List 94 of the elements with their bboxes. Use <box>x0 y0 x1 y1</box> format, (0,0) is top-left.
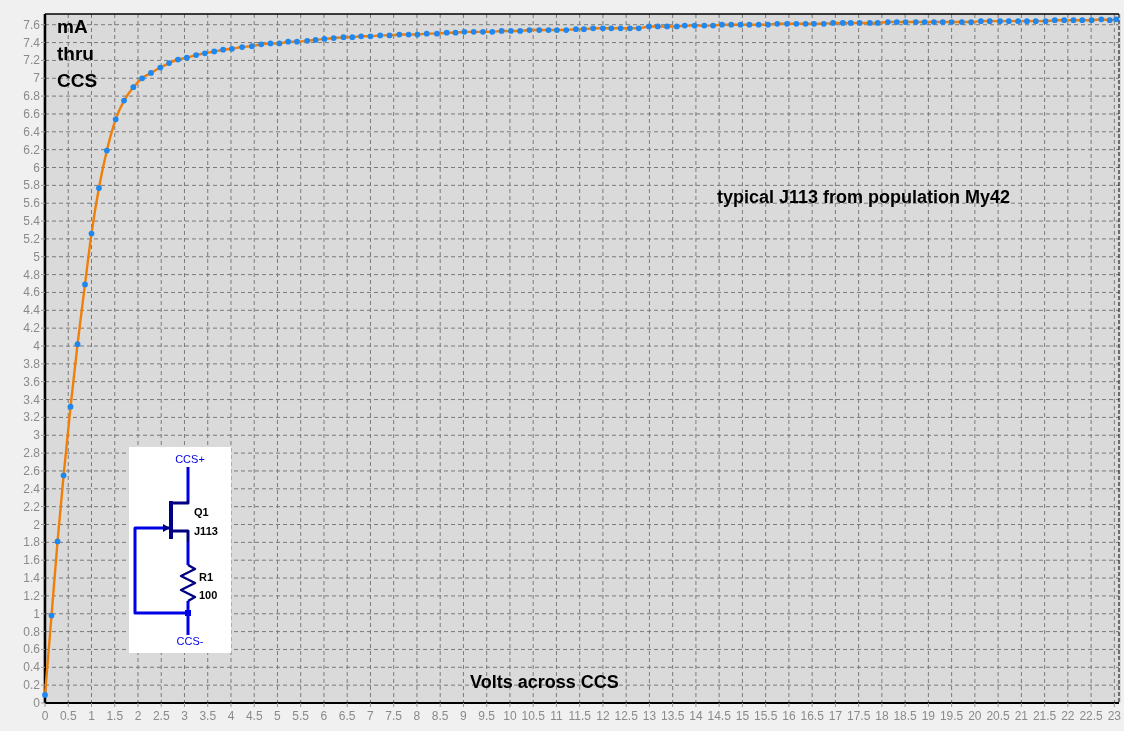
x-tick-label: 11 <box>550 709 563 723</box>
y-tick-label: 0 <box>33 696 41 710</box>
annotation: 100 <box>199 589 218 601</box>
x-tick-label: 4 <box>227 709 235 723</box>
x-tick-label: 1.5 <box>106 709 124 723</box>
y-tick-label: 5.6 <box>23 196 41 211</box>
y-tick-label: 6 <box>33 160 41 175</box>
x-tick-label: 10 <box>503 709 517 723</box>
y-tick-label: 4.6 <box>23 285 41 300</box>
y-tick-label: 2.4 <box>23 481 41 496</box>
y-axis-title: mA thru CCS <box>57 15 98 91</box>
x-tick-label: 9 <box>460 709 468 723</box>
y-tick-label: 3.8 <box>23 356 41 371</box>
y-tick-label: 4.8 <box>23 267 41 282</box>
x-tick-label: 17.5 <box>846 709 871 723</box>
y-tick-label: 0.8 <box>23 624 41 639</box>
x-tick-label: 14.5 <box>707 709 732 723</box>
x-tick-label: 3 <box>181 709 189 723</box>
x-tick-label: 4.5 <box>245 709 263 723</box>
x-tick-label: 14 <box>689 709 703 723</box>
x-tick-label: 19.5 <box>939 709 964 723</box>
y-tick-label: 1.4 <box>23 571 41 586</box>
x-tick-label: 3.5 <box>199 709 217 723</box>
x-tick-label: 16 <box>782 709 796 723</box>
x-tick-label: 19 <box>921 709 936 723</box>
y-tick-label: 4 <box>33 339 41 354</box>
y-tick-label: 1.6 <box>23 553 41 568</box>
x-tick-label: 12.5 <box>614 709 639 723</box>
x-tick-label: 13.5 <box>660 709 685 723</box>
x-tick-label: 8 <box>413 709 421 723</box>
y-tick-label: 4.2 <box>23 321 41 336</box>
y-tick-label: 6.8 <box>23 89 41 104</box>
x-tick-label: 6.5 <box>338 709 356 723</box>
x-tick-label: 8.5 <box>431 709 449 723</box>
x-tick-label: 5.5 <box>292 709 310 723</box>
y-tick-label: 7.4 <box>23 35 41 50</box>
y-tick-label: 0.6 <box>23 642 41 657</box>
x-axis-title: Volts across CCS <box>470 672 619 692</box>
y-tick-label: 1.8 <box>23 535 41 550</box>
x-tick-label: 18 <box>875 709 889 723</box>
x-tick-label: 10.5 <box>521 709 546 723</box>
x-tick-label: 20 <box>968 709 982 723</box>
x-tick-label: 22.5 <box>1079 709 1104 723</box>
y-tick-label: 2 <box>33 517 41 532</box>
x-tick-label: 7 <box>367 709 375 723</box>
y-tick-label: 6.2 <box>23 142 41 157</box>
x-tick-label: 17 <box>828 709 843 723</box>
y-tick-label: 3.6 <box>23 374 41 389</box>
y-tick-label: 3 <box>33 428 41 443</box>
x-tick-label: 21.5 <box>1032 709 1057 723</box>
x-tick-label: 20.5 <box>986 709 1011 723</box>
x-tick-label: 6 <box>320 709 328 723</box>
annotation: CCS- <box>176 635 204 647</box>
x-tick-label: 9.5 <box>478 709 496 723</box>
x-tick-label: 15 <box>735 709 750 723</box>
x-tick-label: 15.5 <box>753 709 778 723</box>
x-tick-label: 12 <box>596 709 610 723</box>
y-tick-label: 6.6 <box>23 106 41 121</box>
y-tick-label: 4.4 <box>23 303 41 318</box>
y-tick-label: 5.8 <box>23 178 41 193</box>
y-tick-label: 2.2 <box>23 499 41 514</box>
y-tick-label: 5.4 <box>23 214 41 229</box>
annotation: typical J113 from population My42 <box>717 187 1011 207</box>
y-tick-label: 0.2 <box>23 678 41 693</box>
x-tick-label: 5 <box>274 709 282 723</box>
y-tick-label: 5 <box>33 249 41 264</box>
y-tick-label: 7.6 <box>23 17 41 32</box>
x-tick-label: 11.5 <box>568 709 592 723</box>
x-tick-label: 7.5 <box>385 709 403 723</box>
y-tick-label: 0.4 <box>23 660 41 675</box>
x-tick-label: 2 <box>134 709 142 723</box>
x-tick-label: 1 <box>88 709 96 723</box>
annotation: J113 <box>194 525 218 537</box>
y-tick-label: 3.2 <box>23 410 41 425</box>
x-tick-label: 16.5 <box>800 709 825 723</box>
y-tick-label: 1 <box>33 606 41 621</box>
x-tick-label: 13 <box>642 709 657 723</box>
x-tick-label: 18.5 <box>893 709 918 723</box>
x-tick-label: 21 <box>1014 709 1029 723</box>
x-tick-label: 23 <box>1107 709 1122 723</box>
y-tick-label: 6.4 <box>23 124 41 139</box>
y-tick-label: 3.4 <box>23 392 41 407</box>
y-tick-label: 1.2 <box>23 588 41 603</box>
annotation: Q1 <box>194 506 209 518</box>
y-tick-label: 7 <box>33 71 41 86</box>
y-tick-label: 2.8 <box>23 446 41 461</box>
annotation: R1 <box>199 571 214 583</box>
y-tick-label: 7.2 <box>23 53 41 68</box>
y-tick-label: 2.6 <box>23 463 41 478</box>
x-tick-label: 22 <box>1061 709 1075 723</box>
annotation: CCS+ <box>175 453 205 465</box>
x-tick-label: 0.5 <box>59 709 77 723</box>
x-tick-label: 2.5 <box>152 709 170 723</box>
y-tick-label: 5.2 <box>23 231 41 246</box>
